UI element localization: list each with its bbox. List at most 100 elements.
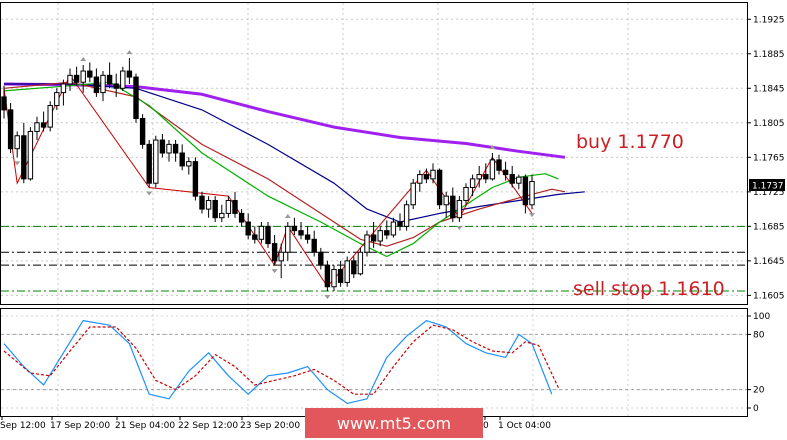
fractal-down-icon: [324, 295, 331, 300]
candle: [238, 209, 245, 227]
candle-body: [298, 230, 304, 236]
candle: [384, 220, 390, 240]
candle: [403, 200, 410, 231]
fractal-up-icon: [284, 214, 291, 219]
candle-body: [331, 268, 337, 288]
candle-body: [205, 199, 212, 210]
price-tick-label: 1.1885: [753, 50, 785, 60]
candle-body: [212, 199, 218, 219]
current-price-marker: 1.1737: [749, 179, 785, 192]
candle: [423, 168, 430, 184]
candle: [34, 116, 40, 141]
candle-body: [410, 182, 416, 206]
candle-body: [456, 199, 463, 219]
candle: [436, 168, 443, 210]
candle: [522, 174, 529, 214]
candle: [120, 66, 126, 91]
candle-body: [291, 225, 298, 232]
candle: [463, 183, 469, 205]
indicator-tick-label: 100: [753, 312, 770, 322]
fractal-up-icon: [126, 50, 133, 55]
candle-body: [27, 130, 34, 180]
candle: [1, 85, 7, 119]
candle: [417, 170, 423, 192]
candle-body: [60, 83, 67, 94]
candle: [509, 165, 515, 188]
candle: [100, 71, 106, 102]
indicator-panel: 100 80 20 0: [0, 308, 770, 417]
candle-body: [238, 212, 245, 223]
candle: [153, 135, 159, 188]
time-axis: Sep 12:00 17 Sep 20:00 21 Sep 04:00 22 Sep …: [0, 416, 551, 431]
candle: [27, 127, 34, 181]
candle-body: [258, 225, 265, 240]
candle-body: [476, 174, 482, 180]
candle-body: [311, 238, 317, 253]
candle: [450, 187, 456, 223]
candle: [93, 68, 100, 97]
candle-body: [357, 251, 364, 275]
candle-body: [265, 225, 271, 245]
candle: [80, 64, 86, 93]
candle-body: [285, 225, 291, 253]
time-tick-label: Sep 12:00: [0, 421, 46, 431]
candle: [47, 101, 53, 132]
candle: [73, 66, 80, 86]
fractal-down-icon: [146, 191, 153, 196]
candle: [496, 154, 502, 175]
candle-body: [80, 70, 86, 83]
candle-body: [54, 92, 60, 107]
annotation-sell-stop: sell stop 1.1610: [573, 278, 725, 300]
candle-body: [93, 76, 100, 94]
candle-body: [463, 187, 469, 201]
indicator-tick-label: 20: [753, 386, 765, 396]
candle: [106, 62, 113, 89]
fractal-up-icon: [489, 145, 496, 149]
candle: [179, 144, 185, 171]
candle-body: [529, 180, 535, 206]
candle-body: [364, 234, 370, 253]
candle-body: [139, 117, 146, 145]
candle-body: [179, 152, 185, 167]
current-price-box: [749, 179, 785, 191]
candle-body: [450, 195, 456, 219]
candle-body: [126, 70, 133, 78]
candle-body: [14, 135, 20, 150]
candle-body: [133, 76, 139, 119]
candle: [344, 256, 350, 287]
candle: [14, 131, 20, 158]
candle-body: [1, 96, 7, 111]
candle-body: [87, 70, 93, 78]
candle-body: [489, 159, 496, 180]
candle: [199, 191, 205, 214]
candle-body: [245, 221, 251, 236]
candle-body: [417, 174, 423, 184]
candle-body: [34, 122, 40, 132]
candle: [304, 226, 311, 244]
candle: [357, 247, 364, 276]
price-tick-label: 1.1725: [753, 188, 785, 198]
candle-body: [225, 199, 232, 214]
candle: [298, 222, 304, 240]
price-tick-label: 1.1645: [753, 257, 785, 267]
candle: [516, 174, 522, 190]
candle: [133, 73, 139, 123]
candle: [205, 196, 212, 218]
candle: [87, 62, 93, 83]
candle-body: [522, 176, 529, 206]
candle-body: [384, 230, 390, 236]
candle-body: [324, 264, 331, 288]
candle-body: [496, 159, 502, 171]
candle-body: [516, 176, 522, 184]
candle: [159, 134, 166, 158]
time-tick-label: 22 Sep 12:00: [178, 421, 238, 431]
candle: [192, 157, 199, 201]
candle-body: [397, 221, 403, 227]
time-tick-label: 23 Sep 20:00: [240, 421, 300, 431]
candle: [502, 161, 509, 181]
candle-body: [337, 268, 344, 283]
candle-body: [271, 243, 278, 262]
price-tick-label: 1.1925: [753, 15, 785, 25]
candle: [364, 230, 370, 257]
candle: [21, 122, 27, 184]
